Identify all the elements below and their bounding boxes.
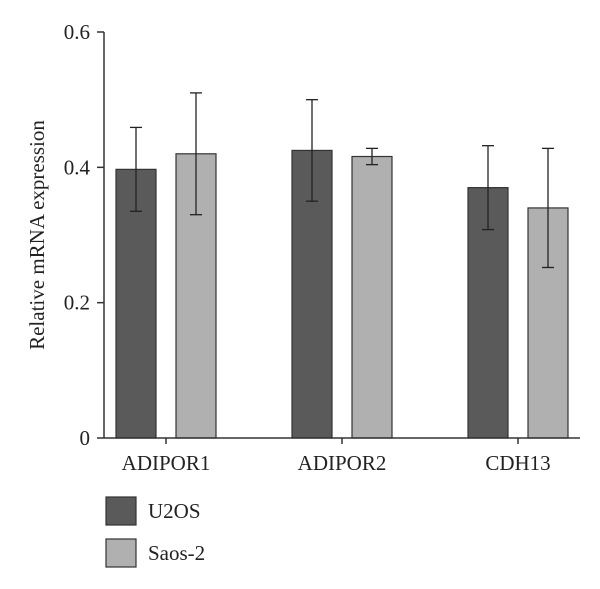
x-axis: ADIPOR1 ADIPOR2 CDH13	[104, 437, 580, 475]
legend-swatch	[105, 496, 137, 526]
legend-swatch	[105, 538, 137, 568]
x-tick-label: ADIPOR1	[122, 451, 211, 475]
y-tick-label: 0.6	[64, 20, 90, 44]
error-bar	[190, 92, 202, 216]
y-axis-title: Relative mRNA expression	[25, 120, 49, 350]
legend-item-u2os: U2OS	[105, 496, 201, 526]
plot-area	[115, 92, 569, 439]
legend-label: U2OS	[148, 499, 201, 523]
error-bar	[130, 126, 142, 212]
error-bar	[306, 99, 318, 202]
y-tick-label: 0	[80, 426, 91, 450]
y-axis: 0 0.2 0.4 0.6	[64, 20, 105, 450]
error-bar	[542, 147, 554, 269]
y-tick-label: 0.4	[64, 155, 91, 179]
legend: U2OS Saos-2	[105, 496, 205, 568]
x-tick-label: CDH13	[485, 451, 550, 475]
bar-saos-2-adipor2	[351, 155, 393, 439]
error-bar	[482, 145, 494, 231]
bar-u2os-adipor1	[115, 168, 157, 439]
legend-label: Saos-2	[148, 541, 205, 565]
legend-item-saos-2: Saos-2	[105, 538, 205, 568]
x-tick-label: ADIPOR2	[298, 451, 387, 475]
y-tick-label: 0.2	[64, 291, 90, 315]
error-bar	[366, 147, 378, 166]
